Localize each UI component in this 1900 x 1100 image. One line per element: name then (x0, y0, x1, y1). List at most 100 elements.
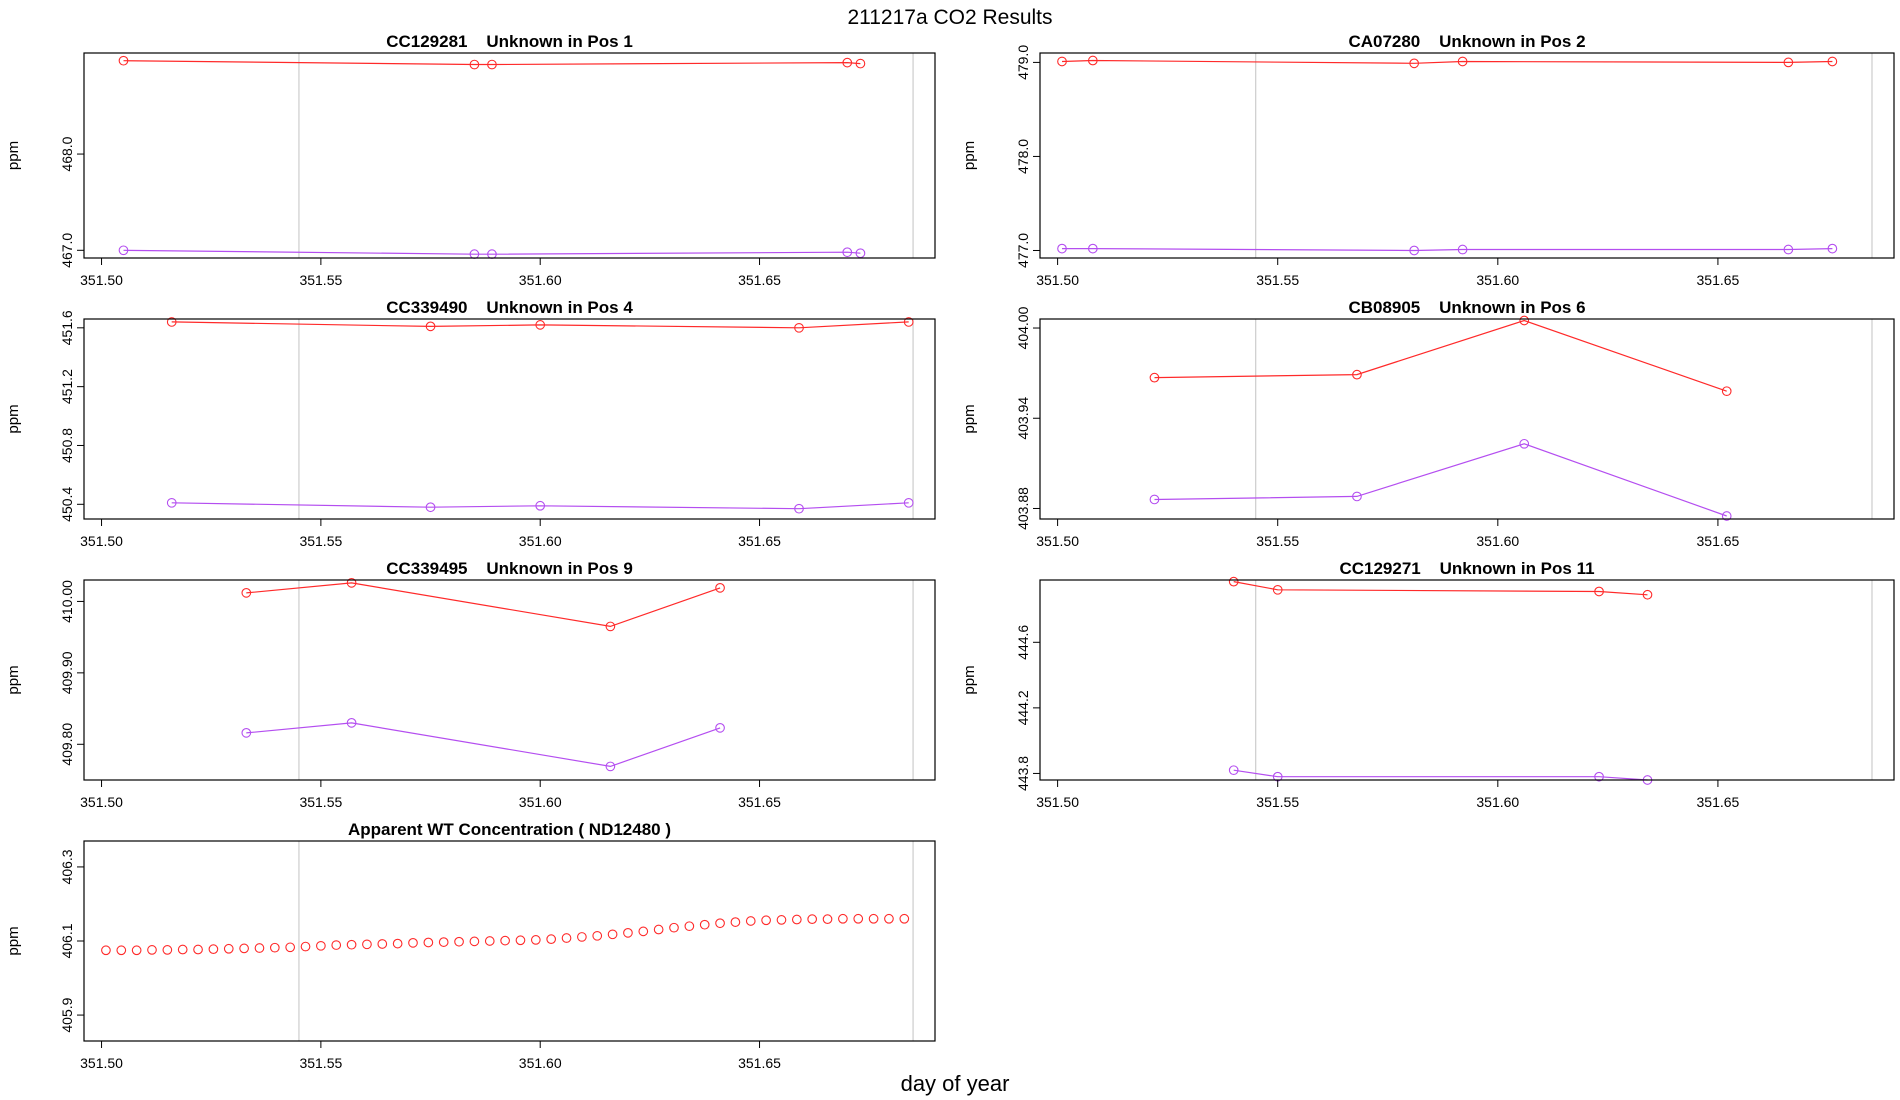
series-line-1 (123, 60, 861, 66)
y-tick-label: 451.2 (59, 369, 75, 404)
x-tick-label: 351.50 (1036, 272, 1079, 288)
data-point (1149, 494, 1160, 505)
x-tick-label: 351.60 (519, 533, 562, 549)
y-axis-label: ppm (961, 141, 978, 170)
data-point (131, 945, 142, 956)
x-tick-label: 351.60 (519, 794, 562, 810)
data-point (346, 578, 357, 588)
data-point (535, 500, 546, 511)
plot-frame (1039, 318, 1895, 520)
chart-panel-3: 351.50 351.55 351.60 351.65 450.4 450.8 451.2 4… (5, 298, 936, 549)
series-line-1 (246, 582, 721, 628)
y-tick-label: 403.94 (1015, 397, 1031, 440)
x-tick-label: 351.60 (519, 1055, 562, 1071)
data-point (605, 621, 616, 632)
data-point (425, 502, 436, 513)
data-point (269, 942, 280, 953)
panel-title: CC339495 Unknown in Pos 9 (386, 559, 633, 578)
data-point (118, 55, 129, 66)
data-point (1057, 243, 1067, 254)
x-tick-label: 351.50 (80, 533, 123, 549)
panel-title: Apparent WT Concentration ( ND12480 ) (348, 820, 671, 839)
x-tick-label: 351.50 (1036, 533, 1079, 549)
data-point (1642, 589, 1653, 600)
chart-panel-6: 351.50 351.55 351.60 351.65 443.8 444.2 444.6 p… (961, 559, 1895, 810)
data-point (254, 943, 265, 953)
chart-panels: 351.50 351.55 351.60 351.65 467.0 468.0 ppm CC1… (5, 32, 1895, 1071)
data-point (561, 933, 572, 943)
data-point (166, 317, 177, 327)
figure-title: 211217a CO2 Results (847, 6, 1052, 29)
chart-panel-2: 351.50 351.55 351.60 351.65 477.0 478.0 479.0 p… (961, 32, 1895, 288)
chart-panel-1: 351.50 351.55 351.60 351.65 467.0 468.0 ppm CC1… (5, 32, 936, 288)
data-point (605, 761, 616, 772)
data-point (1721, 511, 1732, 521)
data-point (469, 59, 480, 70)
x-tick-label: 351.60 (1476, 272, 1519, 288)
data-point (1228, 765, 1239, 776)
x-tick-label: 351.50 (80, 1055, 123, 1071)
x-tick-label: 351.55 (299, 794, 342, 810)
data-point (331, 940, 342, 950)
data-point (1409, 245, 1420, 256)
plot-frame (83, 52, 936, 259)
data-point (1087, 243, 1098, 254)
data-point (1457, 56, 1468, 67)
y-axis-label: ppm (961, 404, 978, 433)
data-point (1409, 58, 1420, 69)
data-point (842, 57, 853, 68)
data-point (166, 497, 177, 508)
data-point (855, 58, 866, 69)
x-tick-label: 351.55 (299, 272, 342, 288)
panel-title: CC129281 Unknown in Pos 1 (386, 32, 633, 51)
x-tick-label: 351.55 (1256, 533, 1299, 549)
y-tick-label: 444.2 (1015, 690, 1031, 725)
y-tick-label: 443.8 (1015, 756, 1031, 791)
data-point (546, 934, 557, 944)
panel-title: CC129271 Unknown in Pos 11 (1339, 559, 1594, 578)
x-tick-label: 351.55 (1256, 794, 1299, 810)
data-point (1827, 243, 1838, 254)
data-point (500, 935, 510, 946)
chart-panel-7: 351.50 351.55 351.60 351.65 405.9 406.1 406.3 p… (5, 820, 936, 1071)
x-tick-label: 351.65 (1697, 794, 1740, 810)
data-point (1519, 438, 1530, 449)
data-point (794, 503, 804, 514)
data-point (147, 945, 157, 955)
data-point (776, 915, 787, 925)
data-point (1228, 576, 1239, 587)
data-point (669, 922, 679, 933)
y-axis-label: ppm (5, 926, 22, 955)
y-tick-label: 409.80 (59, 723, 75, 766)
data-point (1272, 584, 1283, 595)
data-point (285, 942, 296, 953)
data-point (454, 936, 464, 947)
data-point (392, 938, 403, 949)
y-tick-label: 410.00 (59, 580, 75, 623)
data-point (346, 718, 357, 728)
x-tick-label: 351.65 (738, 533, 781, 549)
series-line-2 (171, 502, 909, 510)
x-tick-label: 351.60 (1476, 794, 1519, 810)
data-point (408, 938, 418, 948)
y-tick-label: 450.4 (59, 487, 75, 522)
data-point (715, 918, 725, 929)
data-point (425, 321, 436, 332)
y-axis-label: ppm (5, 404, 22, 433)
series-line-1 (1233, 581, 1648, 596)
series-line-2 (1233, 769, 1648, 781)
x-tick-label: 351.65 (738, 272, 781, 288)
series-line-1 (1061, 59, 1833, 64)
y-tick-label: 403.88 (1015, 487, 1031, 530)
x-tick-label: 351.50 (80, 794, 123, 810)
data-point (239, 943, 249, 954)
data-point (1721, 386, 1732, 397)
data-point (377, 939, 388, 949)
data-point (1519, 315, 1530, 326)
data-point (1783, 57, 1794, 68)
data-point (638, 926, 649, 937)
data-point (592, 930, 603, 941)
data-point (653, 924, 664, 935)
data-point (101, 945, 111, 956)
